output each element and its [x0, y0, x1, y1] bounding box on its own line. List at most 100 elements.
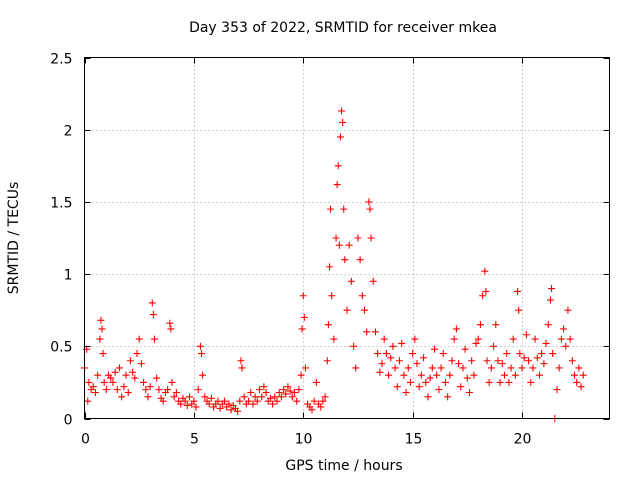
- data-point: [448, 357, 456, 365]
- data-point: [428, 364, 436, 372]
- data-point: [245, 397, 253, 405]
- data-point: [406, 378, 414, 386]
- data-point: [177, 400, 185, 408]
- data-point: [280, 386, 288, 394]
- data-point: [159, 397, 167, 405]
- data-point: [411, 335, 419, 343]
- data-point: [140, 378, 148, 386]
- data-point: [376, 368, 384, 376]
- data-point: [251, 393, 259, 401]
- data-point: [516, 350, 524, 358]
- data-point: [420, 354, 428, 362]
- data-point: [225, 400, 233, 408]
- data-point: [333, 181, 341, 189]
- data-point: [492, 321, 500, 329]
- data-point: [347, 277, 355, 285]
- data-point: [350, 342, 358, 350]
- data-point: [201, 393, 209, 401]
- data-point: [113, 386, 121, 394]
- data-point: [515, 306, 523, 314]
- data-point: [402, 389, 410, 397]
- data-point: [487, 364, 495, 372]
- data-point: [387, 354, 395, 362]
- x-axis-title: GPS time / hours: [285, 458, 402, 474]
- data-point: [468, 357, 476, 365]
- data-point: [374, 350, 382, 358]
- data-point: [323, 357, 331, 365]
- axis-ticks: 0 5 10 15 20 0 0.5 1 1.5 2 2.5: [50, 52, 610, 448]
- data-point: [483, 357, 491, 365]
- data-point: [566, 335, 574, 343]
- data-point: [494, 357, 502, 365]
- data-point: [135, 335, 143, 343]
- data-point: [522, 331, 530, 339]
- data-point: [533, 354, 541, 362]
- data-point: [328, 292, 336, 300]
- data-point: [148, 299, 156, 307]
- data-point: [426, 374, 434, 382]
- data-point: [338, 107, 346, 115]
- data-point: [170, 393, 178, 401]
- data-point: [435, 386, 443, 394]
- data-point: [131, 374, 139, 382]
- data-point: [166, 319, 174, 327]
- data-point: [404, 364, 412, 372]
- data-point: [330, 335, 338, 343]
- data-point: [107, 374, 115, 382]
- data-point: [277, 393, 285, 401]
- y-tick-label: 2.5: [50, 52, 72, 68]
- data-point: [459, 364, 467, 372]
- data-point: [352, 364, 360, 372]
- data-point: [548, 285, 556, 293]
- x-tick-label: 15: [405, 432, 423, 448]
- data-point: [511, 371, 519, 379]
- data-point: [238, 364, 246, 372]
- data-point: [120, 383, 128, 391]
- data-point: [96, 335, 104, 343]
- data-point: [249, 400, 257, 408]
- data-point: [164, 386, 172, 394]
- data-point: [544, 321, 552, 329]
- data-point: [275, 389, 283, 397]
- data-point: [470, 371, 478, 379]
- y-tick-label: 1.5: [50, 196, 72, 212]
- data-point: [327, 205, 335, 213]
- data-point: [476, 321, 484, 329]
- data-point: [168, 378, 176, 386]
- data-point: [573, 378, 581, 386]
- data-point: [198, 350, 206, 358]
- data-point: [286, 387, 294, 395]
- data-point: [332, 234, 340, 242]
- data-point: [431, 345, 438, 353]
- data-point: [94, 371, 102, 379]
- data-point: [129, 368, 137, 376]
- data-point: [474, 335, 482, 343]
- data-point: [155, 386, 163, 394]
- data-point: [234, 407, 242, 415]
- data-point: [409, 350, 417, 358]
- data-point: [518, 364, 526, 372]
- data-point: [380, 335, 388, 343]
- data-point: [341, 256, 349, 264]
- data-point: [102, 386, 110, 394]
- data-point: [181, 397, 189, 405]
- data-point: [490, 342, 498, 350]
- data-point: [205, 400, 213, 408]
- data-point: [529, 364, 537, 372]
- data-point: [577, 383, 585, 391]
- data-point: [260, 383, 268, 391]
- data-point: [99, 350, 107, 358]
- data-point: [192, 403, 200, 411]
- data-point: [334, 162, 342, 170]
- data-point: [300, 313, 308, 321]
- data-point: [122, 371, 130, 379]
- data-point: [396, 357, 403, 365]
- data-point: [199, 371, 207, 379]
- data-point: [146, 383, 154, 391]
- data-point: [207, 394, 215, 402]
- data-point: [221, 397, 228, 405]
- data-point: [498, 360, 506, 368]
- data-point: [520, 354, 528, 362]
- data-point: [385, 371, 393, 379]
